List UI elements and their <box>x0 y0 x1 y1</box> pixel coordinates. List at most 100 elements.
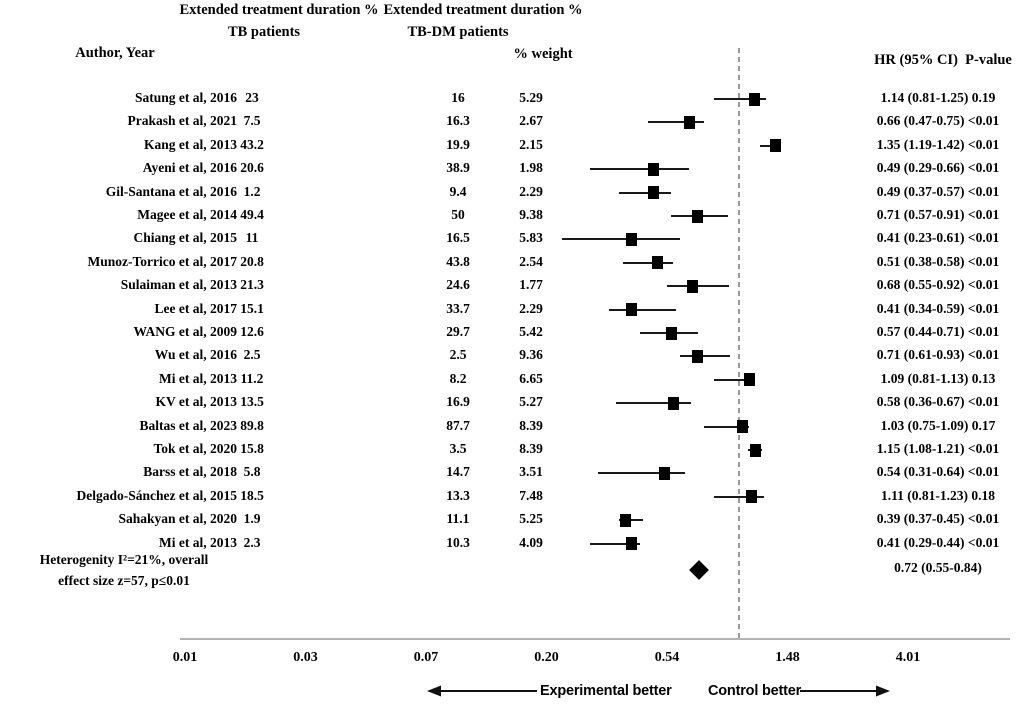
author-label: Sahakyan et al, 2020 <box>118 511 237 527</box>
author-label: Delgado-Sánchez et al, 2015 <box>76 487 237 503</box>
tb-value: 5.8 <box>243 464 261 480</box>
tb-value: 2.3 <box>243 534 261 550</box>
tb-value: 12.6 <box>240 324 264 339</box>
hr-ci-text: 1.35 (1.19-1.42) <0.01 <box>876 136 1000 152</box>
tb-value: 11.2 <box>240 370 264 386</box>
ci-whisker <box>622 261 674 264</box>
hr-ci-text: 0.71 (0.61-0.93) <0.01 <box>876 347 1000 363</box>
author-label: Munoz-Torrico et al, 2017 <box>87 253 237 269</box>
ci-whisker <box>616 402 691 405</box>
tb-value: 11 <box>245 230 259 246</box>
axis-tick-label: 0.03 <box>293 650 318 665</box>
weight-value: 5.25 <box>519 511 543 527</box>
tbdm-value: 13.3 <box>446 487 470 503</box>
ci-whisker <box>704 425 750 428</box>
left-arrow-icon <box>427 685 537 697</box>
tbdm-value: 33.7 <box>446 300 470 316</box>
author-label: KV et al, 2013 <box>155 394 238 410</box>
tbdm-value: 29.7 <box>446 324 470 339</box>
effect-square <box>683 115 695 129</box>
author-label: Mi et al, 2013 <box>159 370 237 386</box>
tb-value: 15.8 <box>240 441 264 456</box>
tb-value: 20.8 <box>240 253 264 269</box>
hr-ci-text: 0.71 (0.57-0.91) <0.01 <box>876 207 1000 222</box>
tbdm-value: 2.5 <box>449 347 467 363</box>
axis-tick-label: 1.48 <box>775 650 800 665</box>
hr-ci-text: 0.54 (0.31-0.64) <0.01 <box>876 464 1000 480</box>
effect-square <box>737 420 749 434</box>
tbdm-value: 24.6 <box>446 277 470 293</box>
tbdm-value: 10.3 <box>446 534 470 550</box>
effect-square <box>749 92 761 106</box>
author-label: Wu et al, 2016 <box>154 347 237 363</box>
tbdm-patients-header: TB-DM patients <box>407 24 509 40</box>
weight-value: 1.77 <box>519 277 543 293</box>
author-label: Tok et al, 2020 <box>153 441 237 456</box>
effect-square <box>626 303 638 317</box>
weight-value: 5.27 <box>519 394 543 410</box>
author-label: Kang et al, 2013 <box>144 136 237 152</box>
right-arrow-icon <box>800 685 890 697</box>
tb-value: 15.1 <box>240 300 264 316</box>
hr-ci-text: 1.03 (0.75-1.09) 0.17 <box>880 417 996 433</box>
tbdm-value: 43.8 <box>446 253 470 269</box>
weight-value: 5.29 <box>519 90 543 105</box>
tbdm-value: 16.3 <box>446 113 470 129</box>
author-label: Lee et al, 2017 <box>154 300 237 316</box>
ci-whisker <box>713 378 754 381</box>
author-label: Barss et al, 2018 <box>143 464 237 480</box>
effect-square <box>692 209 704 223</box>
tb-value: 1.9 <box>243 511 261 527</box>
author-label: Mi et al, 2013 <box>159 534 237 550</box>
author-label: Baltas et al, 2023 <box>139 417 238 433</box>
tbdm-value: 3.5 <box>449 441 467 456</box>
tb-value: 20.6 <box>240 160 264 176</box>
tb-value: 13.5 <box>240 394 264 410</box>
tbdm-value: 19.9 <box>446 136 470 152</box>
effect-square <box>667 396 679 410</box>
effect-square <box>626 537 638 551</box>
effect-square <box>750 443 762 457</box>
reference-line <box>738 48 740 640</box>
tbdm-value: 11.1 <box>446 511 470 527</box>
weight-value: 3.51 <box>519 464 543 480</box>
effect-square <box>652 256 664 270</box>
axis-tick-label: 4.01 <box>895 650 921 665</box>
hr-ci-text: 0.58 (0.36-0.67) <0.01 <box>876 394 1000 410</box>
weight-value: 5.83 <box>519 230 543 246</box>
weight-value: 2.54 <box>519 253 543 269</box>
tbdm-value: 38.9 <box>446 160 470 176</box>
effect-square <box>647 162 659 176</box>
hr-ci-text: 0.41 (0.29-0.44) <0.01 <box>876 534 1000 550</box>
weight-value: 6.65 <box>519 370 543 386</box>
effect-square <box>665 326 677 340</box>
overall-hr-text: 0.72 (0.55-0.84) <box>894 560 982 575</box>
heterogeneity-note: Heterogenity I²=21%, overall effect size… <box>0 549 248 591</box>
tb-value: 43.2 <box>240 136 264 152</box>
tb-patients-header: TB patients <box>227 24 301 40</box>
tbdm-value: 16 <box>451 90 465 105</box>
author-label: Prakash et al, 2021 <box>127 113 238 129</box>
weight-value: 1.98 <box>519 160 543 176</box>
hr-ci-text: 0.41 (0.23-0.61) <0.01 <box>876 230 1000 246</box>
heterogeneity-note-line1: Heterogenity I²=21%, overall <box>39 552 209 567</box>
tbdm-value: 14.7 <box>446 464 470 480</box>
tb-value: 89.8 <box>240 417 264 433</box>
hr-ci-text: 1.14 (0.81-1.25) 0.19 <box>880 90 996 105</box>
tb-value: 23 <box>245 90 259 105</box>
ci-whisker <box>609 308 676 311</box>
effect-square <box>626 232 638 246</box>
hr-ci-text: 1.11 (0.81-1.23) 0.18 <box>881 487 995 503</box>
author-label: Chiang et al, 2015 <box>133 230 237 246</box>
weight-value: 2.29 <box>519 183 543 199</box>
author-year-header: Author, Year <box>75 45 155 61</box>
heterogeneity-note-line2: effect size z=57, p≤0.01 <box>58 573 190 588</box>
tbdm-value: 16.5 <box>446 230 470 246</box>
weight-header: % weight <box>513 46 573 62</box>
effect-square <box>743 373 755 387</box>
hr-ci-text: 0.66 (0.47-0.75) <0.01 <box>876 113 1000 129</box>
tb-value: 18.5 <box>240 487 264 503</box>
weight-value: 8.39 <box>519 441 543 456</box>
tb-value: 21.3 <box>240 277 264 293</box>
